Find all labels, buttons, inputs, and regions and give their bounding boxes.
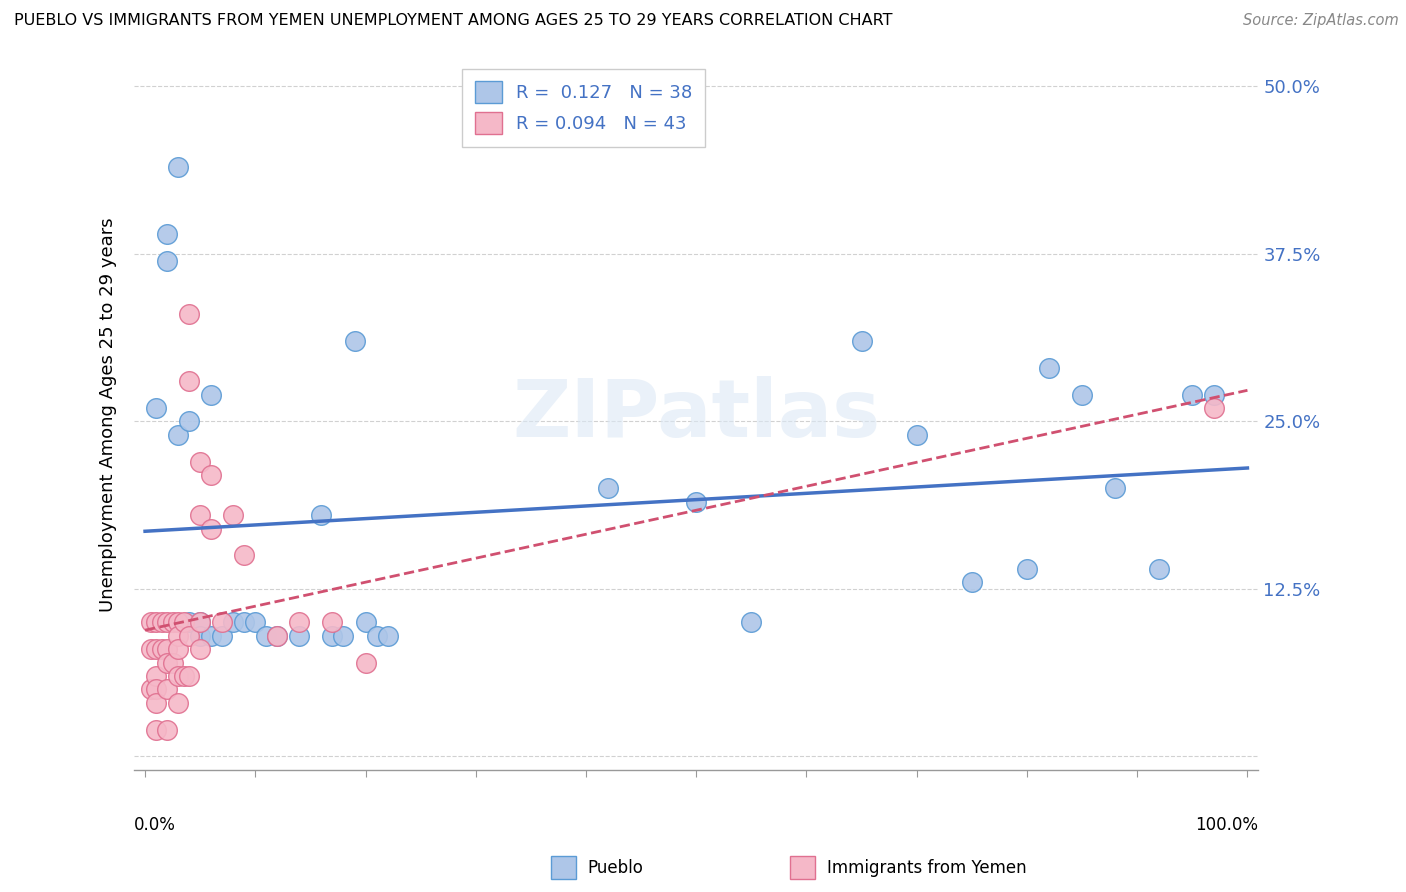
Point — [233, 549, 256, 563]
Point — [685, 495, 707, 509]
Point — [1204, 387, 1226, 401]
Point — [200, 629, 222, 643]
Point — [145, 401, 167, 415]
Point — [1181, 387, 1204, 401]
Text: Source: ZipAtlas.com: Source: ZipAtlas.com — [1243, 13, 1399, 29]
Point — [332, 629, 354, 643]
Point — [377, 629, 399, 643]
Point — [245, 615, 267, 630]
Point — [254, 629, 277, 643]
Point — [139, 642, 162, 657]
Point — [288, 615, 311, 630]
Point — [145, 723, 167, 737]
Point — [288, 629, 311, 643]
Point — [139, 615, 162, 630]
Point — [1038, 360, 1060, 375]
Point — [179, 669, 201, 683]
Point — [156, 656, 179, 670]
Point — [145, 682, 167, 697]
Point — [162, 656, 184, 670]
Point — [266, 629, 288, 643]
Point — [211, 615, 233, 630]
Text: Immigrants from Yemen: Immigrants from Yemen — [827, 859, 1026, 877]
Point — [1015, 562, 1038, 576]
Point — [211, 629, 233, 643]
Point — [200, 387, 222, 401]
Point — [200, 522, 222, 536]
Point — [156, 615, 179, 630]
Point — [167, 615, 190, 630]
Point — [366, 629, 388, 643]
Point — [145, 615, 167, 630]
Point — [179, 414, 201, 428]
Text: PUEBLO VS IMMIGRANTS FROM YEMEN UNEMPLOYMENT AMONG AGES 25 TO 29 YEARS CORRELATI: PUEBLO VS IMMIGRANTS FROM YEMEN UNEMPLOY… — [14, 13, 893, 29]
Point — [740, 615, 762, 630]
Point — [156, 227, 179, 241]
Point — [233, 615, 256, 630]
Point — [156, 723, 179, 737]
Point — [905, 427, 928, 442]
Point — [139, 682, 162, 697]
Point — [354, 615, 377, 630]
Point — [179, 307, 201, 321]
Point — [343, 334, 366, 348]
Point — [266, 629, 288, 643]
Point — [167, 696, 190, 710]
Point — [167, 160, 190, 174]
Point — [179, 374, 201, 388]
Point — [354, 656, 377, 670]
Point — [596, 482, 619, 496]
Point — [150, 615, 173, 630]
Point — [1071, 387, 1094, 401]
Point — [851, 334, 873, 348]
Point — [145, 696, 167, 710]
Text: Pueblo: Pueblo — [588, 859, 644, 877]
Point — [145, 642, 167, 657]
Point — [156, 642, 179, 657]
Point — [188, 454, 211, 468]
Point — [173, 615, 195, 630]
Y-axis label: Unemployment Among Ages 25 to 29 years: Unemployment Among Ages 25 to 29 years — [100, 218, 117, 612]
Point — [200, 467, 222, 482]
Point — [156, 682, 179, 697]
Point — [188, 642, 211, 657]
Point — [167, 427, 190, 442]
Text: ZIPatlas: ZIPatlas — [512, 376, 880, 454]
Point — [188, 615, 211, 630]
Text: 100.0%: 100.0% — [1195, 816, 1258, 834]
Point — [145, 669, 167, 683]
Point — [167, 642, 190, 657]
Text: 0.0%: 0.0% — [134, 816, 176, 834]
Point — [188, 508, 211, 523]
Point — [188, 629, 211, 643]
Point — [150, 642, 173, 657]
Point — [156, 253, 179, 268]
Point — [162, 615, 184, 630]
Point — [321, 615, 343, 630]
Point — [960, 575, 983, 590]
Point — [167, 629, 190, 643]
Point — [1104, 482, 1126, 496]
Point — [179, 615, 201, 630]
Point — [173, 669, 195, 683]
Point — [222, 615, 245, 630]
Point — [222, 508, 245, 523]
Point — [1204, 401, 1226, 415]
Point — [167, 669, 190, 683]
Legend: R =  0.127   N = 38, R = 0.094   N = 43: R = 0.127 N = 38, R = 0.094 N = 43 — [463, 69, 706, 147]
Point — [179, 629, 201, 643]
Point — [321, 629, 343, 643]
Point — [1149, 562, 1171, 576]
Point — [311, 508, 333, 523]
Point — [188, 615, 211, 630]
